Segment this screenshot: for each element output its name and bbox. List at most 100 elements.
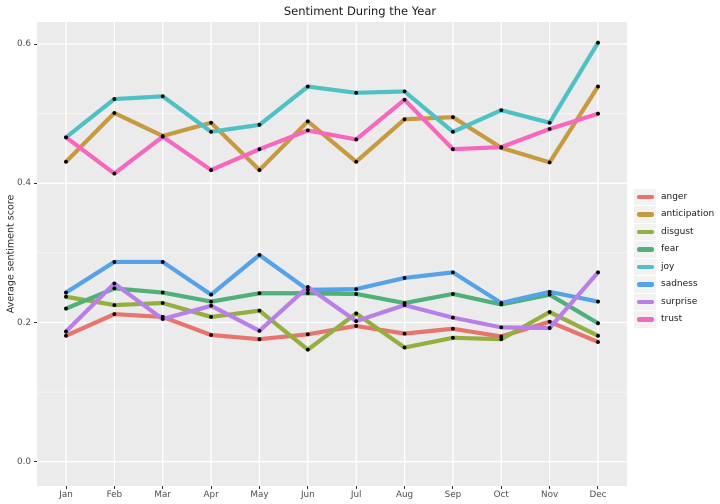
data-point-trust <box>596 111 600 116</box>
legend-key <box>634 293 656 310</box>
legend-swatch-anger <box>636 194 654 199</box>
legend-key <box>634 188 656 205</box>
data-point-fear <box>209 299 213 304</box>
data-point-trust <box>402 97 407 102</box>
data-point-fear <box>64 306 68 311</box>
data-point-trust <box>354 137 359 142</box>
data-point-fear <box>305 291 310 296</box>
data-point-fear <box>547 292 552 297</box>
data-point-disgust <box>596 333 600 338</box>
data-point-trust <box>257 147 262 152</box>
data-point-surprise <box>64 329 68 334</box>
data-point-trust <box>64 135 68 140</box>
data-point-fear <box>112 286 117 291</box>
data-point-sadness <box>209 292 213 297</box>
legend-item-fear: fear <box>634 241 714 259</box>
data-point-trust <box>160 134 165 139</box>
data-point-surprise <box>596 270 600 275</box>
y-tick-label: 0.0 <box>17 456 31 467</box>
x-tick-label: Jan <box>59 490 73 500</box>
x-tick-label: Oct <box>493 490 509 500</box>
data-point-surprise <box>402 303 407 307</box>
data-point-sadness <box>160 260 165 264</box>
x-tick-mark <box>210 486 212 489</box>
legend-item-surprise: surprise <box>634 293 714 311</box>
x-tick-label: Feb <box>106 490 123 500</box>
legend-swatch-surprise <box>636 299 654 304</box>
x-tick-label: Sep <box>444 490 462 500</box>
data-point-trust <box>305 128 310 133</box>
data-point-trust <box>112 171 117 176</box>
legend-item-trust: trust <box>634 311 714 329</box>
legend-key <box>634 241 656 258</box>
x-tick-mark <box>307 486 309 489</box>
data-point-joy <box>209 129 213 134</box>
x-tick-label: Aug <box>395 490 414 500</box>
y-tick-label: 0.6 <box>17 39 31 50</box>
x-tick-label: Mar <box>154 490 172 500</box>
legend-key <box>634 258 656 275</box>
data-point-anticipation <box>305 119 310 124</box>
legend-label: fear <box>661 244 679 255</box>
data-point-joy <box>547 120 552 125</box>
x-tick-mark <box>452 486 454 489</box>
series-line-disgust <box>63 294 601 352</box>
legend-swatch-anticipation <box>636 212 654 217</box>
x-tick-label: May <box>250 490 269 500</box>
data-point-fear <box>160 290 165 295</box>
x-tick-label: Nov <box>541 490 559 500</box>
y-tick-mark <box>34 461 37 463</box>
legend-item-anticipation: anticipation <box>634 206 714 224</box>
data-point-sadness <box>547 289 552 294</box>
x-tick-mark <box>258 486 260 489</box>
data-point-disgust <box>64 294 68 299</box>
legend-item-joy: joy <box>634 258 714 276</box>
data-point-anger <box>354 324 359 328</box>
data-point-disgust <box>305 347 310 352</box>
y-tick-label: 0.4 <box>17 178 31 189</box>
data-point-trust <box>451 147 455 152</box>
legend-label: joy <box>661 261 675 272</box>
data-point-sadness <box>499 301 504 305</box>
legend-item-disgust: disgust <box>634 223 714 241</box>
series-line-trust <box>63 97 601 176</box>
legend-label: trust <box>661 314 683 325</box>
data-point-disgust <box>547 310 552 314</box>
data-point-anger <box>257 337 262 342</box>
data-point-joy <box>596 40 600 45</box>
plot-canvas <box>37 22 627 486</box>
data-point-anger <box>209 333 213 337</box>
data-point-anger <box>112 312 117 317</box>
data-point-surprise <box>354 319 359 324</box>
data-point-surprise <box>305 285 310 289</box>
legend-label: anger <box>661 191 688 202</box>
data-point-surprise <box>547 326 552 330</box>
legend-label: anticipation <box>661 209 715 220</box>
data-point-joy <box>112 97 117 101</box>
data-point-anticipation <box>257 168 262 172</box>
data-point-sadness <box>354 287 359 291</box>
data-point-anger <box>596 340 600 344</box>
x-tick-mark <box>65 486 67 489</box>
data-point-disgust <box>499 337 504 342</box>
data-point-anticipation <box>354 159 359 164</box>
data-point-disgust <box>451 335 455 340</box>
legend-key <box>634 223 656 240</box>
data-point-surprise <box>499 325 504 330</box>
x-tick-label: Jun <box>300 490 315 500</box>
data-point-anger <box>305 332 310 337</box>
x-tick-mark <box>404 486 406 489</box>
data-point-surprise <box>160 317 165 321</box>
data-point-trust <box>547 127 552 131</box>
data-point-disgust <box>209 315 213 319</box>
data-point-fear <box>354 292 359 296</box>
x-tick-mark <box>500 486 502 489</box>
data-point-joy <box>354 90 359 95</box>
data-point-fear <box>596 321 600 326</box>
x-tick-label: Dec <box>589 490 607 500</box>
data-point-surprise <box>257 328 262 333</box>
data-point-anticipation <box>402 117 407 122</box>
data-point-joy <box>160 94 165 99</box>
legend-key <box>634 276 656 293</box>
legend-item-anger: anger <box>634 188 714 206</box>
